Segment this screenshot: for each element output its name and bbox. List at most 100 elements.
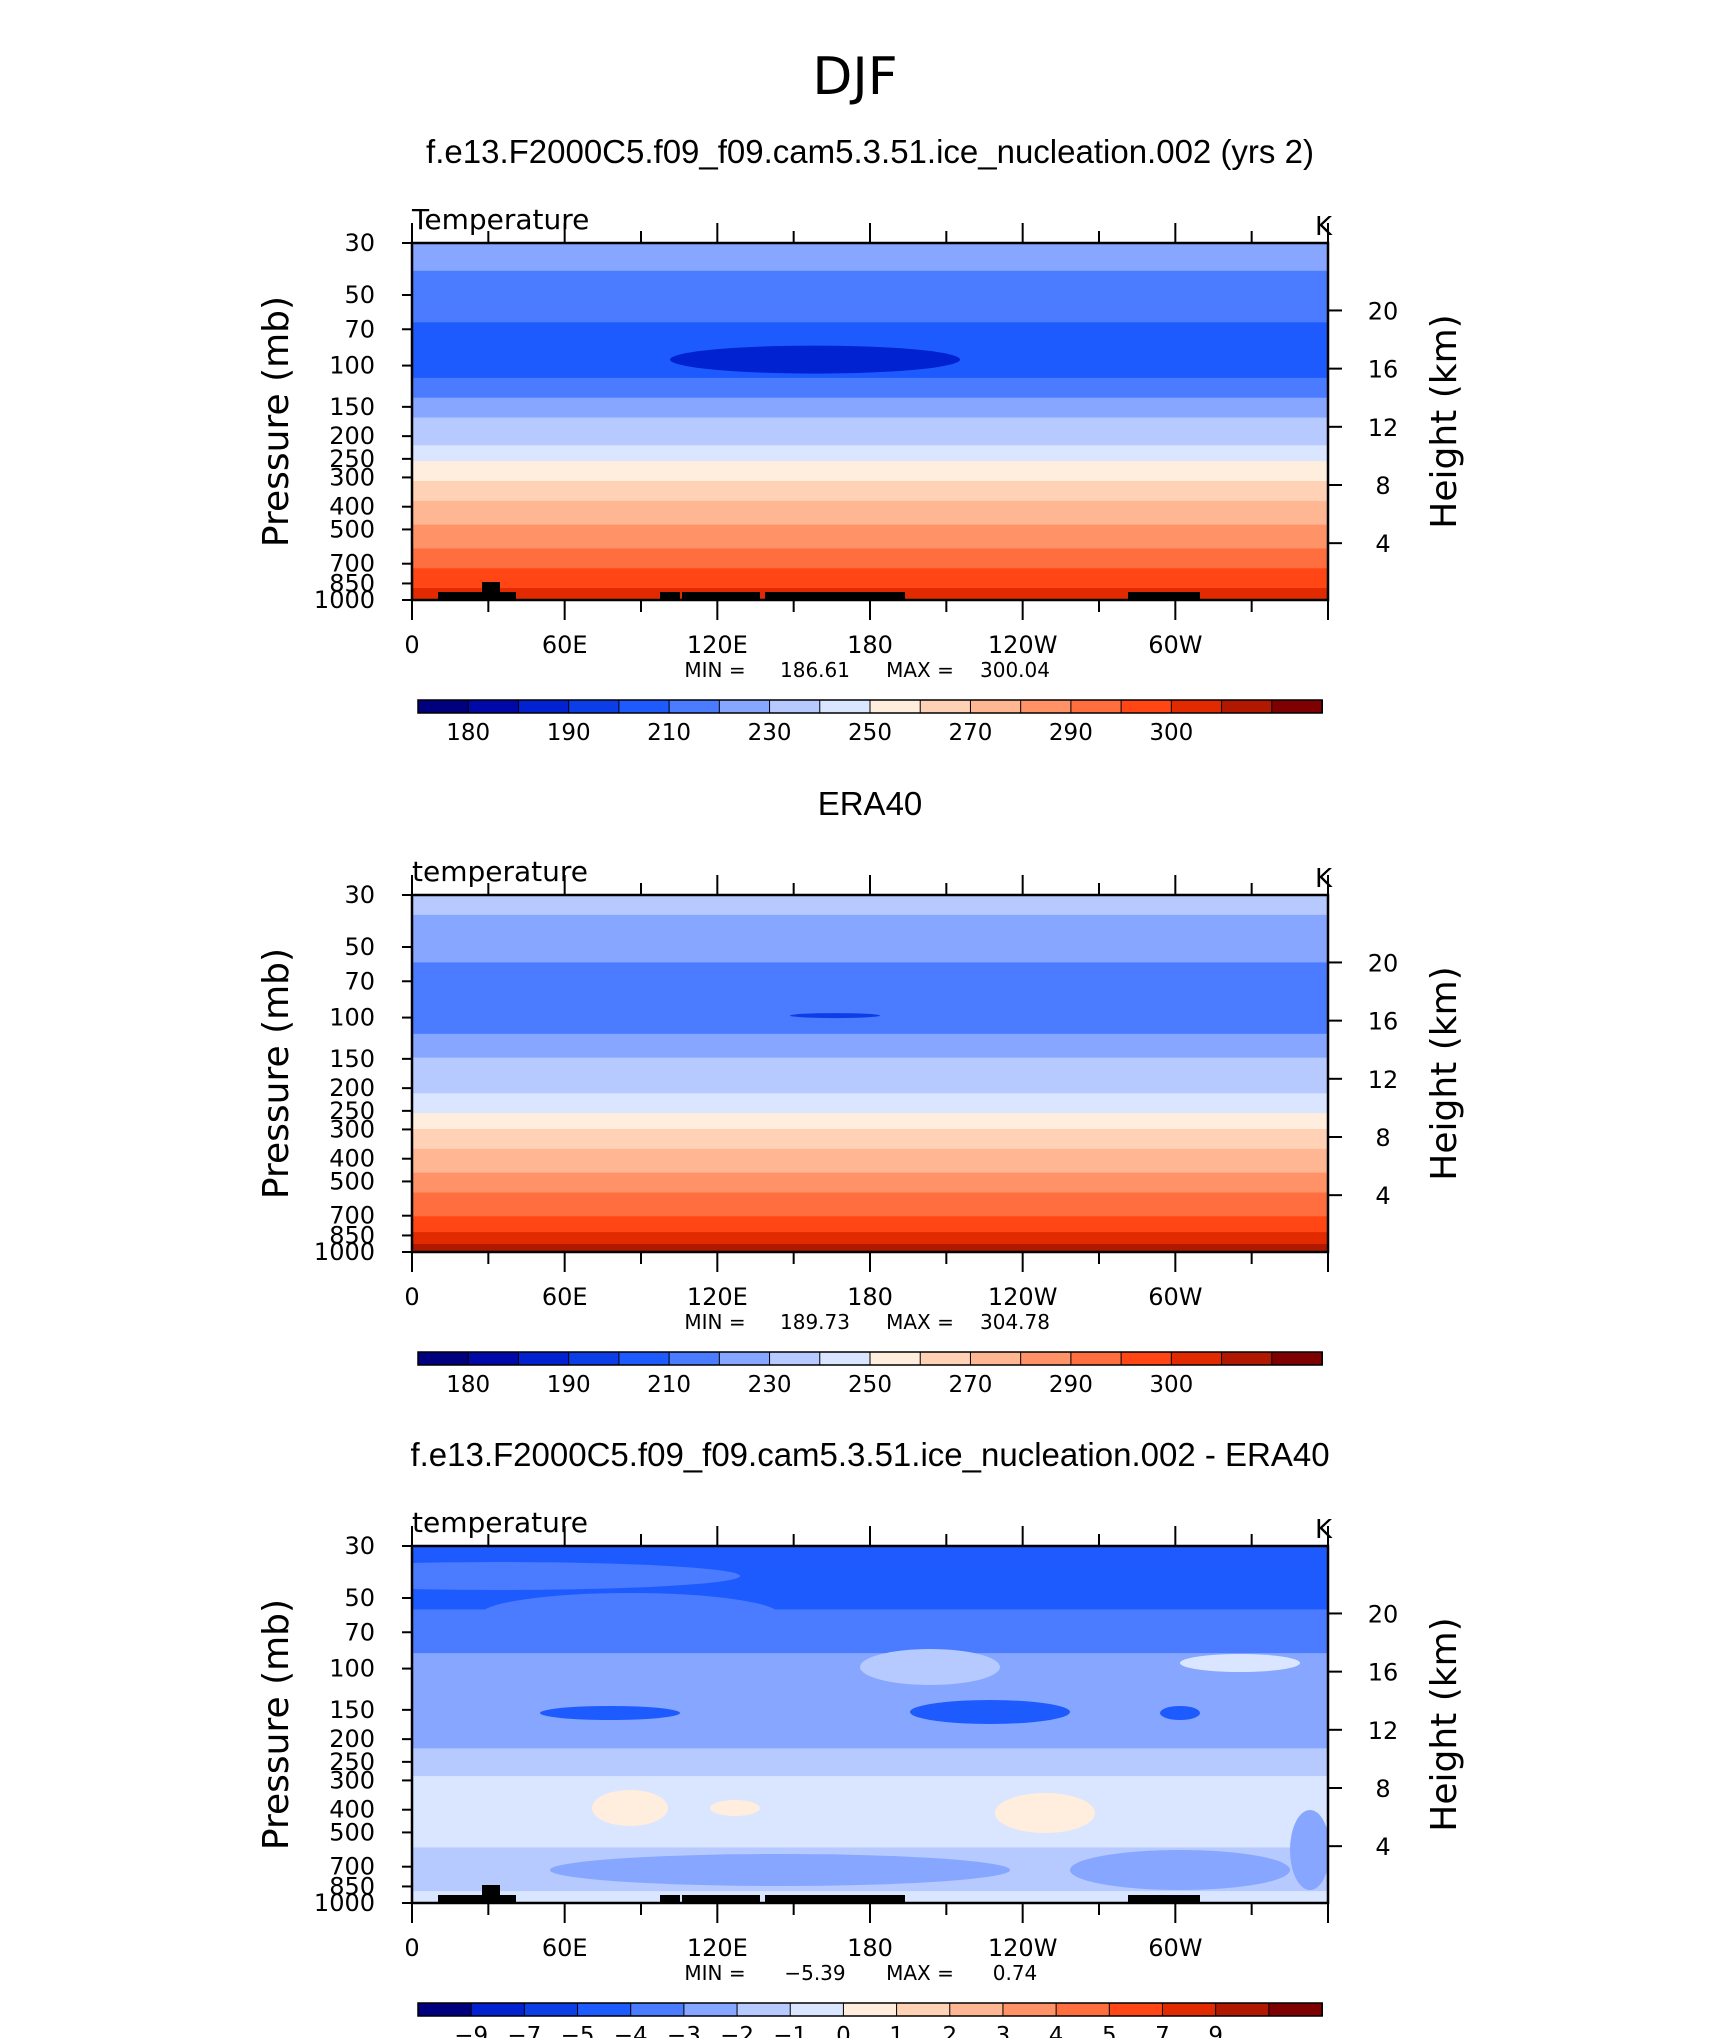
panel-title: f.e13.F2000C5.f09_f09.cam5.3.51.ice_nucl… [410, 1436, 1329, 1473]
contour-band [412, 278, 1328, 284]
contour-band [412, 413, 1328, 419]
contour-band [412, 1883, 1328, 1888]
contour-band [412, 409, 1328, 415]
figure-title: DJF [812, 47, 897, 107]
contour-band [412, 338, 1328, 343]
colorbar-label: 190 [547, 1372, 591, 1398]
colorbar-swatch [969, 699, 1022, 714]
contour-band [412, 1025, 1328, 1031]
contour-band [412, 1561, 1328, 1567]
contour-band [412, 954, 1328, 960]
contour-band [412, 389, 1328, 395]
contour-band [412, 397, 1328, 403]
contour-band [412, 1625, 1328, 1630]
contour-band [412, 1549, 1328, 1555]
contour-band [412, 1740, 1328, 1745]
y-tick-label: 250 [329, 445, 375, 473]
y-tick-label: 700 [329, 1853, 375, 1881]
y2-tick-label: 20 [1368, 297, 1399, 325]
contour-band [412, 934, 1328, 940]
contour-blob [480, 1593, 780, 1637]
colorbar-frame [417, 2002, 1323, 2017]
contour-band [412, 266, 1328, 272]
contour-band [412, 950, 1328, 956]
x-tick-label: 120E [687, 631, 748, 659]
y-tick-label: 300 [329, 1115, 375, 1143]
colorbar-swatch [568, 1351, 620, 1366]
topography [660, 592, 680, 600]
y2-tick-label: 8 [1375, 472, 1390, 500]
contour-band [412, 1129, 1328, 1134]
contour-band [412, 417, 1328, 423]
contour-band [412, 1744, 1328, 1749]
y-tick-label: 70 [344, 967, 375, 995]
contour-band [412, 1823, 1328, 1829]
y-tick-label: 200 [329, 422, 375, 450]
contour-band [412, 254, 1328, 260]
contour-band [412, 1010, 1328, 1015]
y2-tick-label: 12 [1368, 414, 1399, 442]
stat-min-value: 189.73 [780, 1310, 850, 1334]
contour-band [412, 1772, 1328, 1777]
contour-band [412, 508, 1328, 514]
contour-band [412, 1780, 1328, 1785]
x-tick-label: 180 [847, 631, 893, 659]
y-tick-label: 50 [344, 933, 375, 961]
colorbar-swatch [1215, 2002, 1270, 2017]
contour-band [412, 243, 1328, 248]
contour-blob [670, 345, 960, 374]
contour-blob [710, 1800, 760, 1816]
contour-band [412, 306, 1328, 312]
contour-band [412, 1589, 1328, 1595]
contour-band [412, 1684, 1328, 1690]
colorbar-swatch [769, 1351, 821, 1366]
contour-band [412, 568, 1328, 573]
contour-band [412, 1764, 1328, 1769]
y-tick-label: 150 [329, 1696, 375, 1724]
contour-band [412, 484, 1328, 490]
contour-band [412, 994, 1328, 999]
stat-min-label: MIN = [684, 1310, 745, 1334]
colorbar-label: 300 [1149, 720, 1193, 746]
contour-band [412, 1569, 1328, 1575]
y2-tick-label: 16 [1368, 1659, 1399, 1687]
contour-band [412, 1573, 1328, 1579]
colorbar-swatch [1108, 2002, 1164, 2017]
stat-max-label: MAX = [886, 1961, 954, 1985]
contour-band [412, 1117, 1328, 1122]
y-tick-label: 850 [329, 1872, 375, 1900]
colorbar-swatch [869, 1351, 922, 1366]
contour-band [412, 258, 1328, 264]
colorbar-label: 2 [942, 2023, 957, 2038]
contour-band [412, 1144, 1328, 1150]
contour-band [412, 1752, 1328, 1757]
contour-band [412, 572, 1328, 577]
contour-band [412, 1021, 1328, 1027]
contour-band [412, 1097, 1328, 1102]
contour-band [412, 576, 1328, 581]
colorbar: 180 190 210 230 250 270 290 300 [417, 1351, 1324, 1398]
stat-max-value: 300.04 [980, 658, 1050, 682]
contour-band [412, 1057, 1328, 1063]
contour-band [412, 461, 1328, 466]
y-tick-label: 500 [329, 515, 375, 543]
contour-band [412, 1081, 1328, 1086]
contour-field [412, 895, 1328, 1252]
contour-band [412, 1546, 1328, 1551]
contour-band [412, 1121, 1328, 1126]
y-tick-label: 1000 [314, 586, 375, 614]
contour-band [412, 1605, 1328, 1611]
contour-field [412, 243, 1328, 600]
colorbar-label: 270 [948, 1372, 992, 1398]
contour-band [412, 437, 1328, 442]
contour-band [412, 504, 1328, 510]
contour-band [412, 1621, 1328, 1626]
colorbar-label: 230 [748, 1372, 792, 1398]
contour-band [412, 1720, 1328, 1726]
colorbar-label: 290 [1049, 720, 1093, 746]
colorbar-label: 250 [848, 1372, 892, 1398]
contour-band [412, 942, 1328, 948]
contour-band [412, 1085, 1328, 1090]
contour-band [412, 902, 1328, 908]
contour-band [412, 1795, 1328, 1801]
